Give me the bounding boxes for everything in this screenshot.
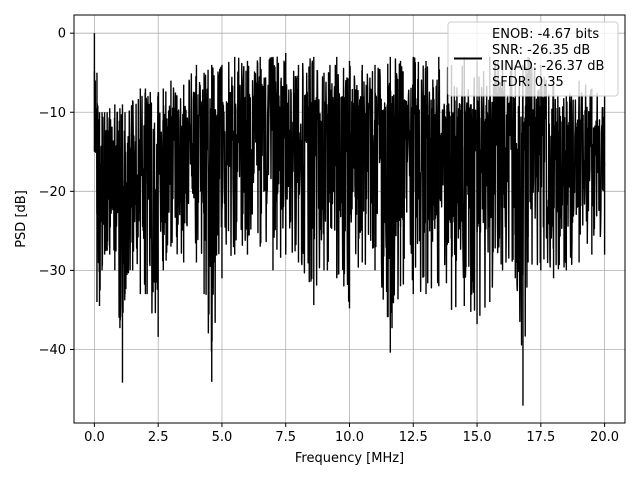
y-axis-ticks: 0 −10 −20 −30 −40	[39, 27, 74, 358]
legend-entry-sfdr: SFDR: 0.35	[492, 75, 564, 90]
y-tick-label: −10	[39, 106, 66, 121]
x-tick-label: 5.0	[212, 430, 233, 445]
x-tick-label: 12.5	[399, 430, 428, 445]
psd-trace	[93, 33, 606, 406]
legend-box	[447, 21, 619, 97]
y-tick-label: −30	[39, 264, 66, 279]
x-tick-label: 15.0	[463, 430, 492, 445]
x-tick-label: 0.0	[84, 430, 105, 445]
x-tick-label: 7.5	[275, 430, 296, 445]
legend: ENOB: -4.67 bits SNR: -26.35 dB SINAD: -…	[447, 21, 619, 97]
y-tick-label: −40	[39, 343, 66, 358]
y-tick-label: −20	[39, 185, 66, 200]
y-tick-label: 0	[58, 27, 66, 42]
x-tick-label: 17.5	[526, 430, 555, 445]
x-axis-ticks: 0.0 2.5 5.0 7.5 10.0 12.5 15.0 17.5 20.0	[84, 423, 619, 445]
legend-entry-snr: SNR: -26.35 dB	[492, 43, 590, 58]
x-tick-label: 2.5	[148, 430, 169, 445]
legend-entry-enob: ENOB: -4.67 bits	[492, 27, 599, 42]
y-axis-label: PSD [dB]	[14, 190, 29, 248]
x-tick-label: 20.0	[590, 430, 619, 445]
x-axis-label: Frequency [MHz]	[295, 451, 404, 466]
legend-entry-sinad: SINAD: -26.37 dB	[492, 59, 604, 74]
x-tick-label: 10.0	[335, 430, 364, 445]
